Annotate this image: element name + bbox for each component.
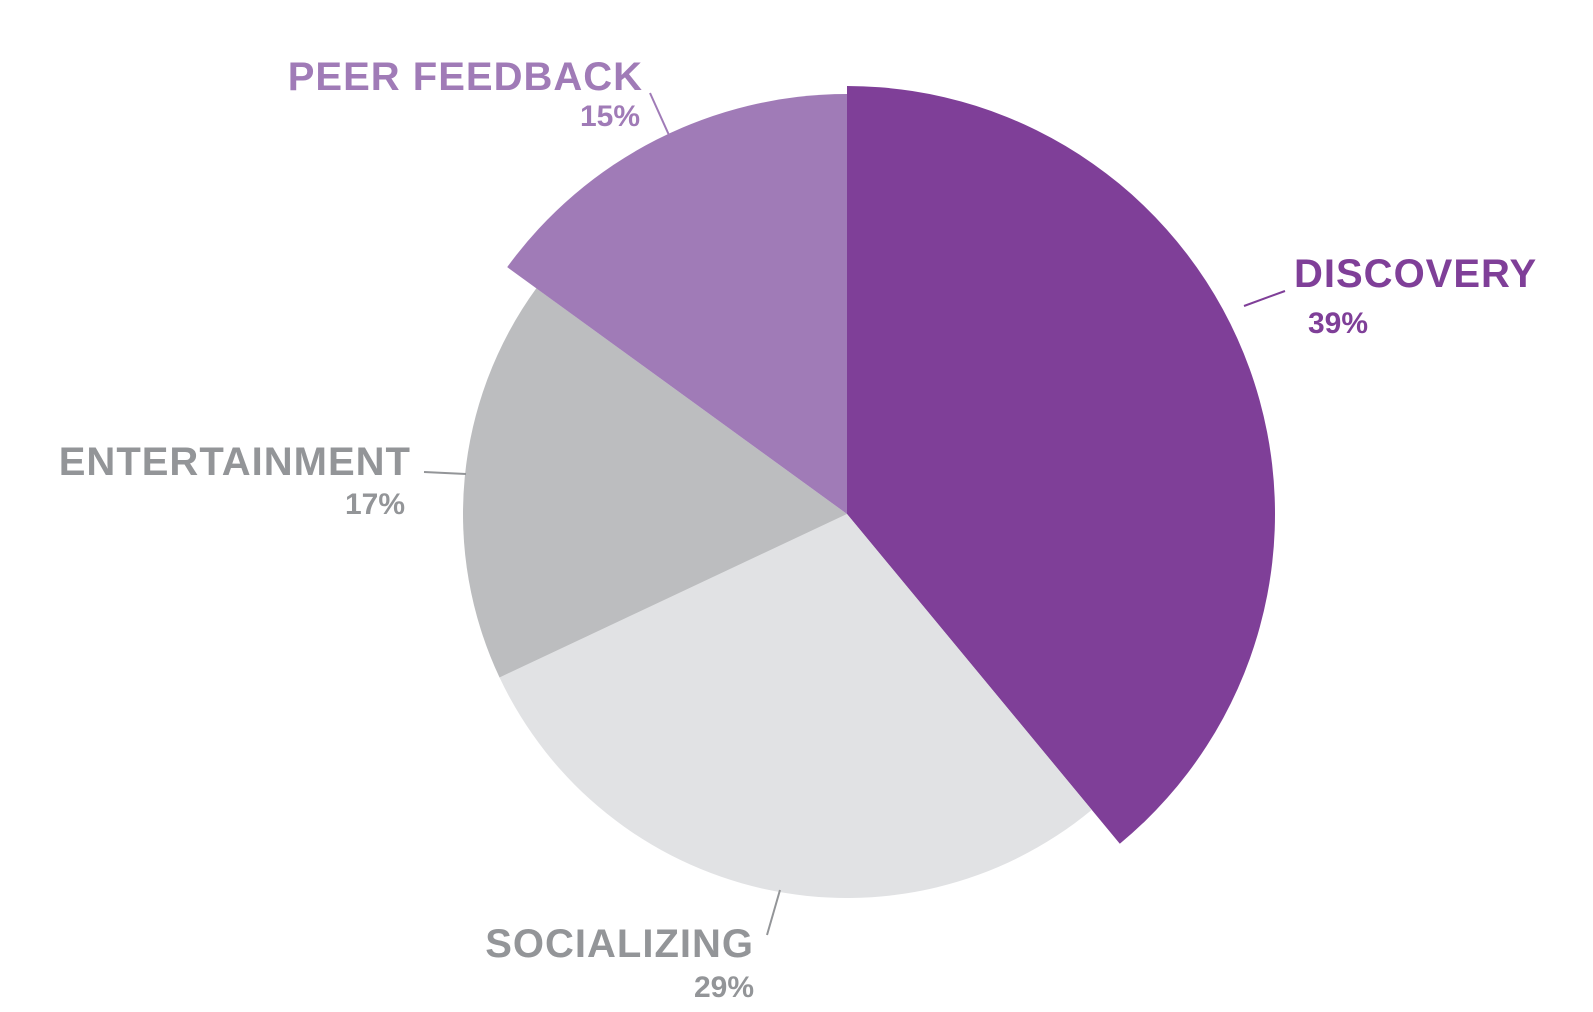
slice-value-discovery: 39% bbox=[1308, 307, 1368, 340]
pie-slices bbox=[463, 86, 1276, 898]
slice-label-entertainment: ENTERTAINMENT bbox=[59, 440, 411, 484]
slice-label-socializing: SOCIALIZING bbox=[485, 922, 754, 966]
pie-slice-discovery bbox=[847, 86, 1276, 844]
slice-label-discovery: DISCOVERY bbox=[1294, 252, 1537, 296]
slice-label-peer-feedback: PEER FEEDBACK bbox=[288, 55, 643, 99]
leader-line-entertainment bbox=[423, 471, 467, 475]
leader-line-discovery bbox=[1243, 290, 1286, 307]
pie-slice-peer-feedback bbox=[507, 93, 847, 514]
pie-slice-socializing bbox=[499, 514, 1092, 898]
slice-value-peer-feedback: 15% bbox=[580, 100, 640, 133]
leader-line-peer-feedback bbox=[649, 92, 674, 145]
leader-line-socializing bbox=[766, 889, 781, 936]
slice-value-entertainment: 17% bbox=[345, 488, 405, 521]
slice-value-socializing: 29% bbox=[694, 971, 754, 1004]
pie-slice-entertainment bbox=[463, 288, 847, 678]
label-peer-feedback: PEER FEEDBACK 15% bbox=[288, 55, 643, 133]
label-discovery: DISCOVERY 39% bbox=[1294, 252, 1537, 340]
leader-lines bbox=[423, 92, 1286, 936]
label-socializing: SOCIALIZING 29% bbox=[485, 922, 754, 1004]
label-entertainment: ENTERTAINMENT 17% bbox=[59, 440, 411, 521]
